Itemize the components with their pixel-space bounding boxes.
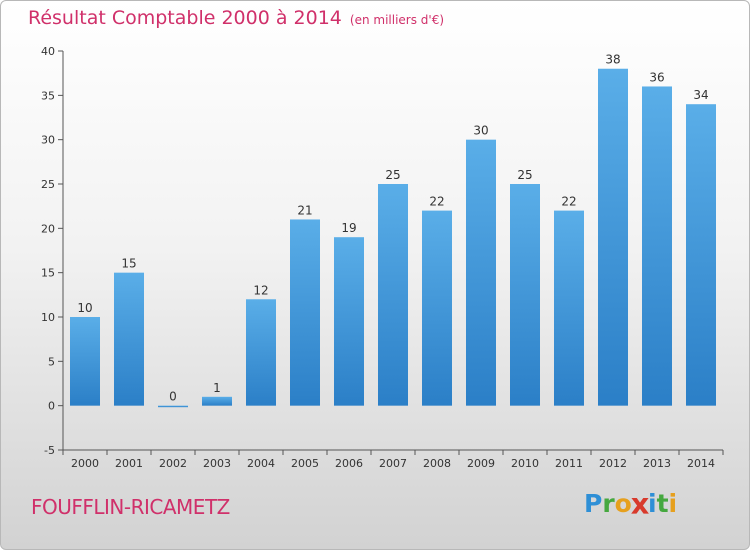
y-tick-label: 25 xyxy=(41,178,55,191)
location-name: FOUFFLIN-RICAMETZ xyxy=(31,495,230,519)
bar-value-label: 10 xyxy=(77,301,92,315)
y-tick-label: 35 xyxy=(41,89,55,102)
bar-2011 xyxy=(554,210,584,406)
bars xyxy=(70,68,716,408)
y-tick-label: 5 xyxy=(48,355,55,368)
x-tick-label: 2014 xyxy=(687,457,715,470)
chart-subtitle: (en milliers d'€) xyxy=(349,13,445,27)
bar-value-label: 34 xyxy=(693,88,708,102)
bar-2012 xyxy=(598,68,628,406)
x-tick-label: 2009 xyxy=(467,457,495,470)
bar-2001 xyxy=(114,272,144,406)
logo-letter: i xyxy=(648,489,657,518)
x-tick-label: 2002 xyxy=(159,457,187,470)
y-tick-label: 0 xyxy=(48,400,55,413)
bar-2003 xyxy=(202,396,232,406)
bar-value-label: 22 xyxy=(561,195,576,209)
x-tick-label: 2004 xyxy=(247,457,275,470)
x-tick-label: 2000 xyxy=(71,457,99,470)
y-tick-label: 40 xyxy=(41,45,55,58)
x-tick-label: 2011 xyxy=(555,457,583,470)
bar-2006 xyxy=(334,237,364,406)
logo-letter: i xyxy=(668,489,678,518)
x-tick-label: 2007 xyxy=(379,457,407,470)
bar-2009 xyxy=(466,139,496,406)
bar-2005 xyxy=(290,219,320,406)
bar-value-label: 15 xyxy=(121,257,136,271)
x-tick-label: 2010 xyxy=(511,457,539,470)
logo-letter: r xyxy=(602,489,615,518)
y-tick-label: 15 xyxy=(41,267,55,280)
x-tick-label: 2006 xyxy=(335,457,363,470)
y-tick-label: 30 xyxy=(41,134,55,147)
bar-value-label: 38 xyxy=(605,53,620,67)
bar-2010 xyxy=(510,184,540,406)
chart-title-text: Résultat Comptable 2000 à 2014 xyxy=(28,7,342,29)
chart-title: Résultat Comptable 2000 à 2014 (en millie… xyxy=(28,7,444,29)
logo-letter: t xyxy=(656,489,669,518)
bar-labels: 10 15 0 1 12 21 19 25 22 30 25 22 38 36 34 xyxy=(77,53,708,404)
bar-2002 xyxy=(158,405,188,408)
y-tick-label: 10 xyxy=(41,311,55,324)
proxiti-logo[interactable]: Proxiti xyxy=(584,486,678,521)
x-tick-label: 2013 xyxy=(643,457,671,470)
x-tick-label: 2001 xyxy=(115,457,143,470)
bar-2014 xyxy=(686,104,716,406)
x-tick-label: 2012 xyxy=(599,457,627,470)
logo-letter: P xyxy=(584,489,603,518)
bar-value-label: 22 xyxy=(429,195,444,209)
bar-value-label: 25 xyxy=(517,168,532,182)
bar-value-label: 25 xyxy=(385,168,400,182)
y-tick-label: -5 xyxy=(44,444,55,457)
bar-value-label: 0 xyxy=(169,390,177,404)
x-tick-label: 2003 xyxy=(203,457,231,470)
y-tick-label: 20 xyxy=(41,222,55,235)
bar-value-label: 19 xyxy=(341,221,356,235)
bar-value-label: 36 xyxy=(649,70,664,84)
logo-letter: o xyxy=(614,489,632,518)
bar-2013 xyxy=(642,86,672,406)
x-tick-label: 2005 xyxy=(291,457,319,470)
bar-value-label: 12 xyxy=(253,283,268,297)
bar-2008 xyxy=(422,210,452,406)
x-tick-label: 2008 xyxy=(423,457,451,470)
bar-value-label: 21 xyxy=(297,203,312,217)
bar-value-label: 30 xyxy=(473,124,488,138)
bar-2000 xyxy=(70,317,100,406)
bar-value-label: 1 xyxy=(213,381,221,395)
logo-letter: x xyxy=(630,486,650,521)
bar-2007 xyxy=(378,184,408,406)
bar-2004 xyxy=(246,299,276,406)
